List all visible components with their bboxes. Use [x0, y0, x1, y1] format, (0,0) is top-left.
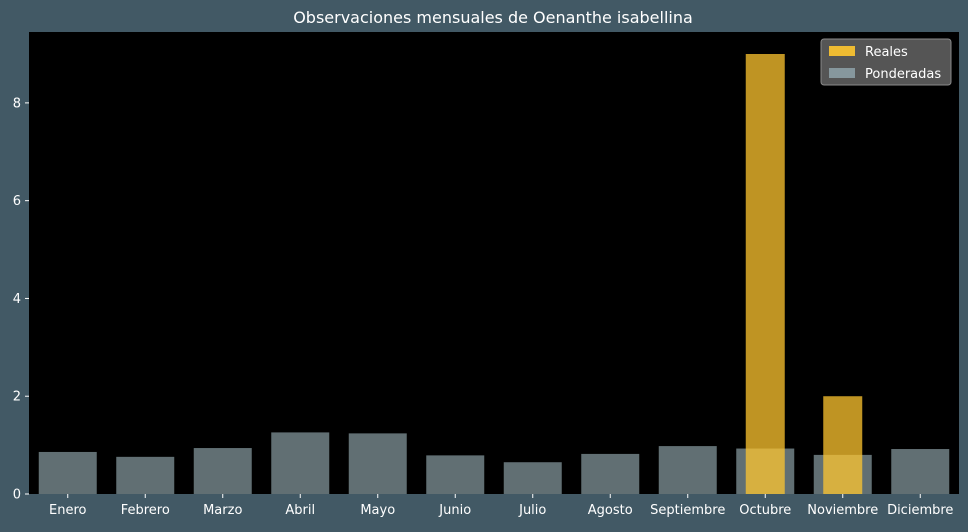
- legend-swatch-reales: [829, 46, 855, 56]
- bar-ponderadas-agosto: [581, 453, 640, 494]
- x-tick-label: Noviembre: [807, 503, 878, 518]
- bar-ponderadas-enero: [38, 451, 97, 494]
- bar-ponderadas-julio: [503, 462, 562, 494]
- y-tick-label: 2: [13, 390, 21, 405]
- bar-ponderadas-junio: [426, 455, 485, 494]
- bar-ponderadas-diciembre: [891, 449, 950, 494]
- bar-ponderadas-septiembre: [658, 446, 717, 494]
- x-tick-label: Agosto: [588, 503, 633, 518]
- y-tick-label: 8: [13, 96, 21, 111]
- bar-reales-noviembre: [823, 396, 863, 494]
- y-tick-label: 0: [13, 488, 21, 503]
- bar-ponderadas-mayo: [348, 433, 407, 494]
- legend-swatch-ponderadas: [829, 68, 855, 78]
- x-tick-label: Julio: [518, 503, 546, 518]
- chart-title: Observaciones mensuales de Oenanthe isab…: [293, 8, 693, 27]
- plot-area: [29, 32, 959, 494]
- legend-label-ponderadas: Ponderadas: [865, 67, 941, 82]
- x-tick-label: Septiembre: [650, 503, 725, 518]
- y-tick-label: 6: [13, 194, 21, 209]
- bar-ponderadas-marzo: [193, 448, 252, 494]
- x-tick-label: Octubre: [739, 503, 791, 518]
- legend-label-reales: Reales: [865, 45, 908, 60]
- bar-ponderadas-febrero: [116, 456, 175, 494]
- legend: Reales Ponderadas: [820, 38, 952, 86]
- x-tick-label: Febrero: [121, 503, 170, 518]
- axes: 0 2 4 6 8 Enero Febrero Marzo Abril Mayo Junio Juli…: [13, 96, 954, 518]
- x-tick-label: Enero: [49, 503, 87, 518]
- y-tick-label: 4: [13, 292, 21, 307]
- reales-series: [745, 54, 863, 494]
- x-tick-label: Junio: [438, 503, 471, 518]
- x-tick-label: Abril: [285, 503, 315, 518]
- x-tick-label: Marzo: [203, 503, 242, 518]
- x-tick-label: Diciembre: [887, 503, 953, 518]
- x-tick-label: Mayo: [360, 503, 395, 518]
- bar-reales-octubre: [745, 54, 785, 494]
- bar-ponderadas-abril: [271, 432, 330, 494]
